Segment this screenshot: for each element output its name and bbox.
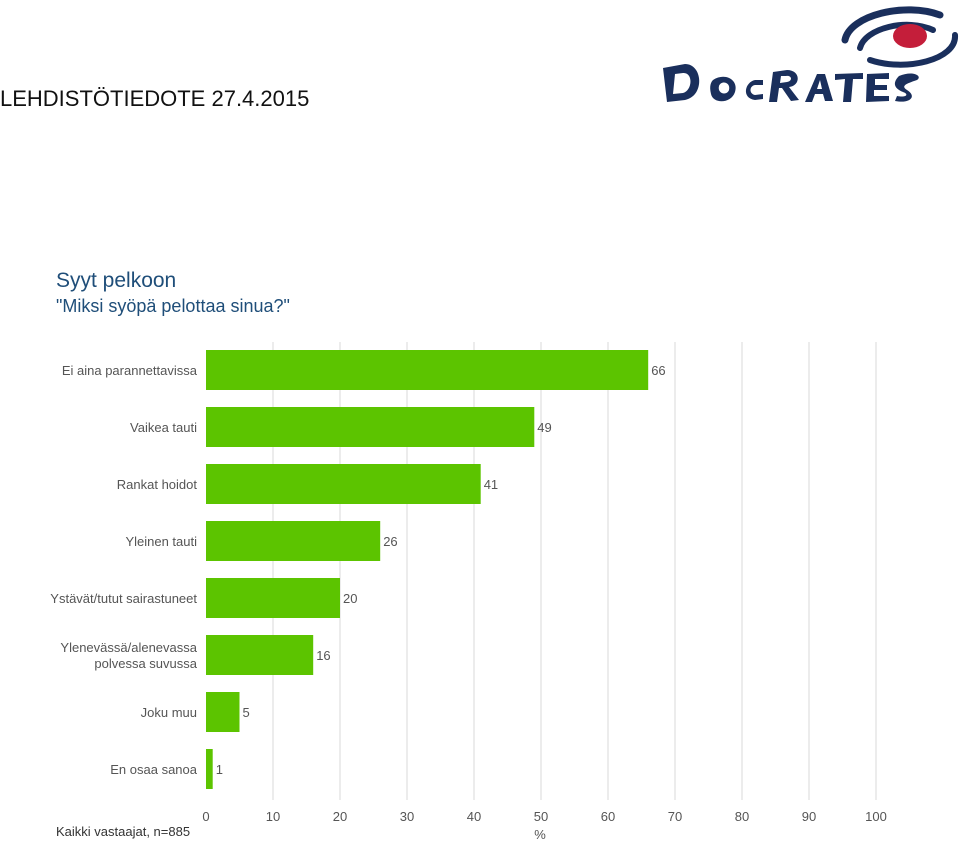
bar-value-label: 5 [243, 705, 250, 720]
chart-title: Syyt pelkoon [56, 269, 177, 292]
bar-value-label: 26 [383, 534, 397, 549]
bar [206, 692, 240, 732]
bar-value-label: 41 [484, 477, 498, 492]
sample-footnote: Kaikki vastaajat, n=885 [56, 824, 191, 839]
bar [206, 635, 314, 675]
category-label: Ylenevässä/alenevassa polvessa suvussa [60, 640, 197, 671]
category-label: Joku muu [141, 705, 197, 720]
x-tick-label: 10 [266, 809, 280, 824]
chart-bars [206, 350, 649, 789]
x-tick-label: 20 [333, 809, 347, 824]
chart-value-labels: 66 49 41 26 20 16 5 1 [216, 363, 666, 777]
chart-category-labels: Ei aina parannettavissa Vaikea tauti Ranka… [50, 363, 197, 777]
x-tick-label: 30 [400, 809, 414, 824]
bar-value-label: 16 [316, 648, 330, 663]
bar [206, 749, 213, 789]
category-label: Rankat hoidot [117, 477, 198, 492]
category-label: Ei aina parannettavissa [62, 363, 198, 378]
x-tick-label: 70 [668, 809, 682, 824]
press-release-title: LEHDISTÖTIEDOTE 27.4.2015 [0, 86, 310, 111]
x-tick-label: 80 [735, 809, 749, 824]
category-label: Yleinen tauti [125, 534, 197, 549]
x-axis-title: % [534, 827, 546, 842]
bar-value-label: 66 [651, 363, 665, 378]
chart-x-ticks: 0 10 20 30 40 50 60 70 80 90 100 [202, 809, 886, 824]
bar [206, 407, 535, 447]
x-tick-label: 90 [802, 809, 816, 824]
bar [206, 464, 481, 504]
x-tick-label: 40 [467, 809, 481, 824]
category-label: Vaikea tauti [130, 420, 197, 435]
category-label: En osaa sanoa [110, 762, 198, 777]
bar-value-label: 20 [343, 591, 357, 606]
x-tick-label: 60 [601, 809, 615, 824]
bar-chart: Ei aina parannettavissa Vaikea tauti Ranka… [50, 342, 887, 842]
chart-subtitle: "Miksi syöpä pelottaa sinua?" [56, 296, 290, 316]
bar-value-label: 49 [537, 420, 551, 435]
x-tick-label: 0 [202, 809, 209, 824]
docrates-logo [663, 6, 958, 102]
bar [206, 350, 649, 390]
bar-value-label: 1 [216, 762, 223, 777]
bar [206, 521, 381, 561]
bar [206, 578, 340, 618]
x-tick-label: 100 [865, 809, 887, 824]
category-label: Ystävät/tutut sairastuneet [50, 591, 197, 606]
x-tick-label: 50 [534, 809, 548, 824]
